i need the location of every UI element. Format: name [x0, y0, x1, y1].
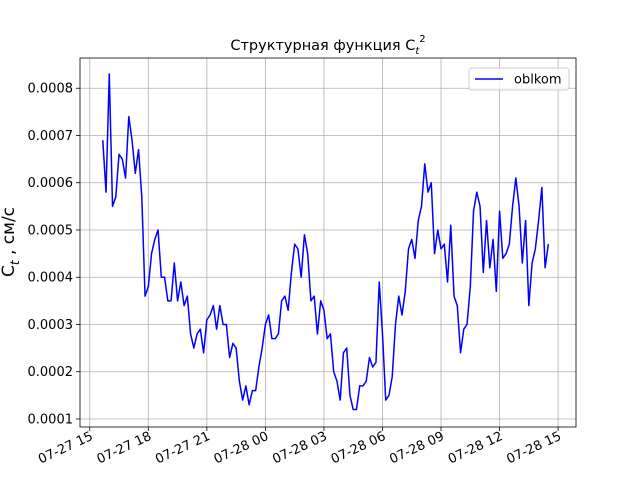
ylabel-text: C	[0, 265, 19, 277]
title-sup: 2	[419, 34, 425, 45]
y-tick-label: 0.0005	[28, 223, 74, 238]
y-tick-label: 0.0003	[28, 318, 74, 333]
y-tick-label: 0.0006	[28, 176, 74, 191]
y-tick-label: 0.0002	[28, 365, 74, 380]
legend-label: oblkom	[514, 73, 562, 88]
y-axis-label: Ct , см/с	[0, 207, 22, 277]
chart-title: Структурная функция Ct2	[230, 34, 425, 57]
legend-box	[468, 67, 570, 91]
ylabel-rest: , см/с	[0, 207, 19, 260]
ylabel-sub: t	[8, 259, 22, 265]
title-text: Структурная функция C	[230, 38, 415, 54]
y-tick-label: 0.0001	[28, 412, 74, 427]
y-tick-label: 0.0004	[28, 271, 74, 286]
plot-frame	[79, 57, 577, 428]
line-series	[102, 73, 550, 411]
y-tick-label: 0.0007	[28, 129, 74, 144]
y-tick-label: 0.0008	[28, 82, 74, 97]
title-sub: t	[415, 46, 420, 57]
